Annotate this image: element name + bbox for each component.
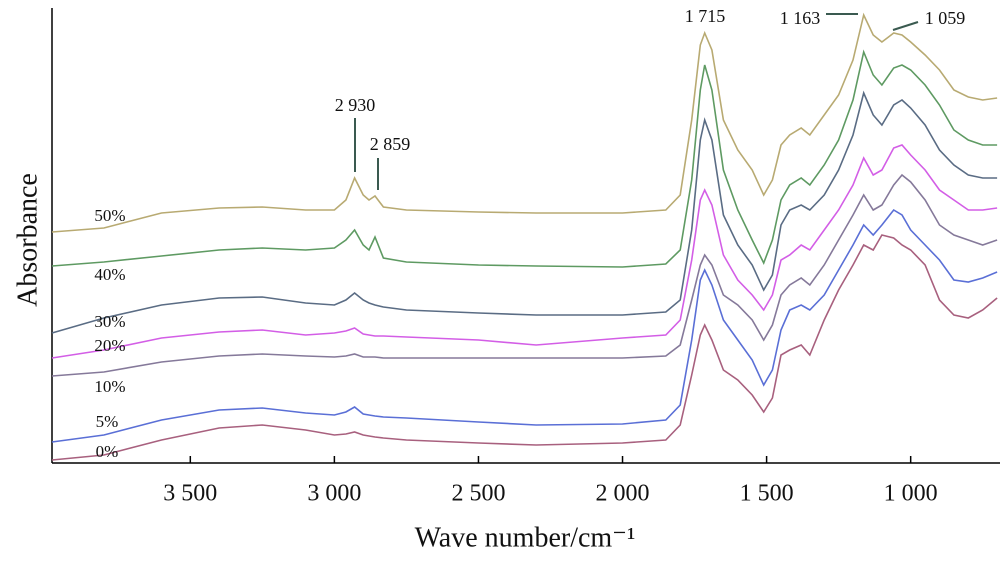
annotation: 2 859 [370, 134, 411, 154]
annotation: 1 059 [925, 8, 966, 28]
series-label: 20% [94, 336, 125, 355]
x-tick-label: 3 500 [163, 481, 217, 507]
spectrum-line [51, 234, 998, 461]
spectrum-line [51, 12, 998, 233]
y-axis-title: Absorbance [12, 173, 43, 307]
annotation-leader [892, 21, 919, 31]
annotation: 1 715 [685, 6, 726, 26]
spectrum-line [51, 144, 998, 359]
x-tick-label: 3 000 [307, 481, 361, 507]
x-tick-label: 1 500 [740, 481, 794, 507]
spectrum-line [51, 173, 998, 377]
x-tick-label: 1 000 [884, 481, 938, 507]
x-tick-label: 2 000 [596, 481, 650, 507]
series-label: 5% [96, 412, 119, 431]
annotation: 2 930 [335, 95, 376, 115]
x-tick-label: 2 500 [451, 481, 505, 507]
spectrum-line [51, 208, 998, 443]
spectrum-line [51, 90, 998, 334]
series-label: 50% [94, 206, 125, 225]
x-axis-title: Wave number/cm⁻¹ [415, 522, 636, 553]
series-label: 40% [94, 265, 125, 284]
spectrum-line [51, 49, 998, 268]
series-label: 30% [94, 312, 125, 331]
series-label: 10% [94, 377, 125, 396]
series-label: 0% [96, 442, 119, 461]
annotation: 1 163 [780, 8, 821, 28]
